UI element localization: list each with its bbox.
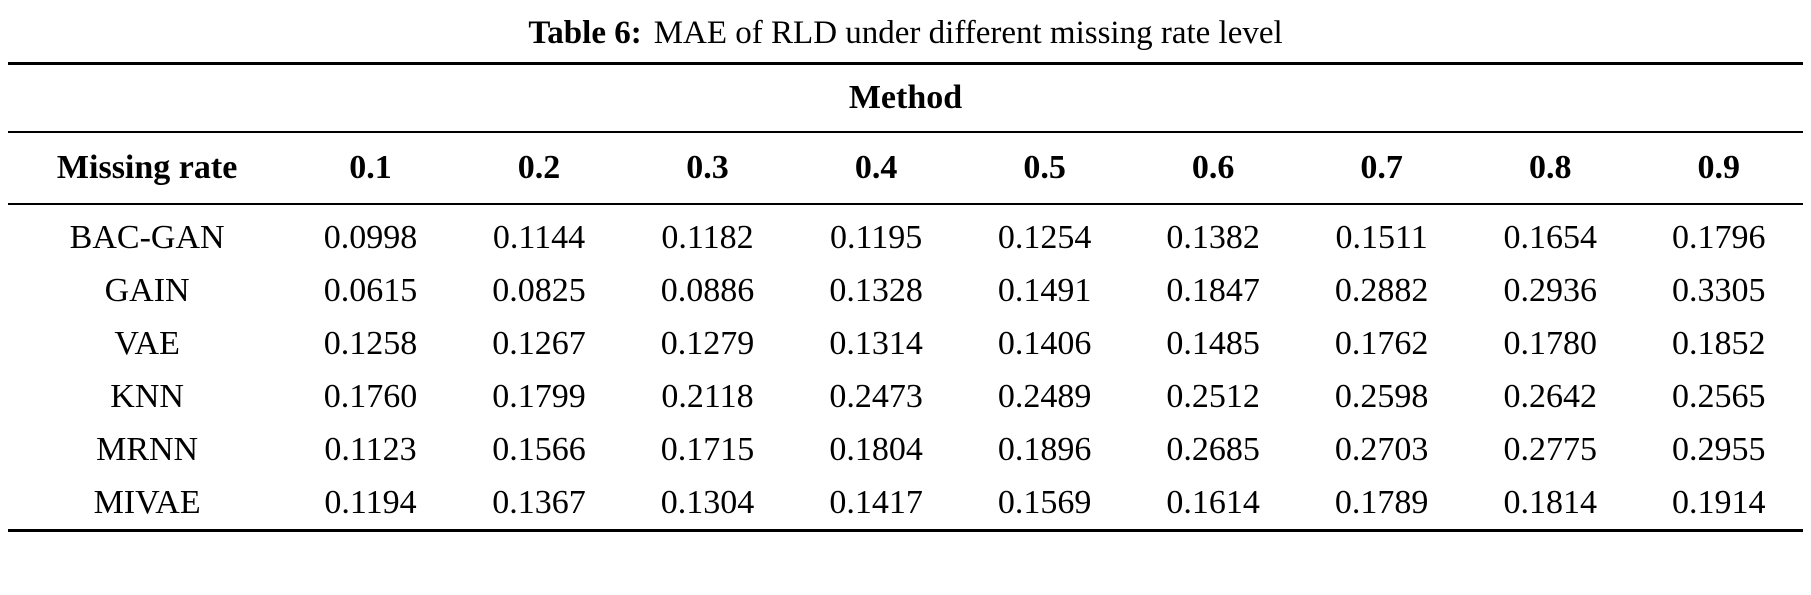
mae-value: 0.2473	[829, 377, 923, 415]
method-name: MIVAE	[93, 483, 201, 521]
rate-header: 0.8	[1465, 132, 1635, 205]
mae-value: 0.1382	[1166, 218, 1260, 256]
rate-header: 0.2	[454, 132, 624, 205]
mae-value: 0.1182	[661, 218, 754, 256]
missing-rate-header: Missing rate	[8, 132, 287, 205]
mae-value: 0.0615	[323, 271, 418, 309]
column-header-row: Missing rate 0.1 0.2 0.3 0.4 0.5 0.6 0.7 0.8 0.9	[8, 132, 1803, 205]
mae-value: 0.2512	[1166, 377, 1260, 415]
mae-value: 0.2955	[1671, 430, 1766, 468]
method-group-header: Method	[8, 63, 1803, 133]
table-caption-label: Table 6:	[528, 14, 642, 51]
mae-value: 0.1314	[829, 324, 923, 362]
mae-value: 0.1796	[1671, 218, 1766, 256]
table-row: KNN 0.1760 0.1799 0.2118 0.2473 0.2489 0.2512 0…	[8, 370, 1803, 423]
mae-value: 0.1789	[1334, 483, 1429, 521]
table-caption: Table 6: MAE of RLD under different miss…	[0, 0, 1811, 62]
rate-header: 0.6	[1128, 132, 1298, 205]
mae-value: 0.1715	[660, 430, 755, 468]
table-row: MIVAE 0.1194 0.1367 0.1304 0.1417 0.1569 0.161…	[8, 476, 1803, 531]
table-caption-text: MAE of RLD under different missing rate …	[653, 14, 1283, 51]
method-name: KNN	[110, 377, 184, 415]
table-row: MRNN 0.1123 0.1566 0.1715 0.1804 0.1896 0.2685…	[8, 423, 1803, 476]
mae-value: 0.1804	[829, 430, 923, 468]
table-row: BAC-GAN 0.0998 0.1144 0.1182 0.1195 0.1254 0.1…	[8, 204, 1803, 264]
method-name: GAIN	[104, 271, 190, 309]
rate-header: 0.4	[791, 132, 961, 205]
mae-value: 0.0825	[492, 271, 586, 309]
mae-value: 0.2489	[997, 377, 1092, 415]
mae-value: 0.1914	[1671, 483, 1766, 521]
mae-value: 0.1406	[997, 324, 1092, 362]
mae-value: 0.2565	[1671, 377, 1766, 415]
mae-value: 0.1417	[829, 483, 923, 521]
mae-value: 0.1569	[997, 483, 1092, 521]
mae-value: 0.3305	[1671, 271, 1766, 309]
mae-value: 0.1614	[1166, 483, 1260, 521]
mae-value: 0.2685	[1166, 430, 1260, 468]
mae-value: 0.2598	[1334, 377, 1429, 415]
mae-value: 0.1367	[492, 483, 586, 521]
mae-value: 0.1762	[1334, 324, 1429, 362]
rate-header: 0.3	[623, 132, 792, 205]
method-name: MRNN	[96, 430, 199, 468]
mae-value: 0.2118	[661, 377, 754, 415]
mae-value: 0.1304	[660, 483, 755, 521]
mae-table: Method Missing rate 0.1 0.2 0.3 0.4 0.5 0.6 0.…	[8, 62, 1803, 532]
mae-value: 0.2936	[1503, 271, 1597, 309]
mae-value: 0.1847	[1166, 271, 1260, 309]
table-head: Method Missing rate 0.1 0.2 0.3 0.4 0.5 0.6 0.…	[8, 63, 1803, 205]
mae-value: 0.1852	[1671, 324, 1766, 362]
rate-header: 0.7	[1297, 132, 1466, 205]
mae-value: 0.1195	[829, 218, 923, 256]
method-group-row: Method	[8, 63, 1803, 133]
mae-value: 0.1566	[492, 430, 586, 468]
rate-header: 0.9	[1634, 132, 1803, 205]
method-name: VAE	[114, 324, 180, 362]
mae-value: 0.1279	[660, 324, 755, 362]
mae-value: 0.1267	[492, 324, 586, 362]
mae-value: 0.1328	[829, 271, 923, 309]
mae-value: 0.1144	[492, 218, 586, 256]
rate-header: 0.5	[960, 132, 1129, 205]
rate-header: 0.1	[286, 132, 455, 205]
mae-value: 0.1896	[997, 430, 1092, 468]
mae-value: 0.1799	[492, 377, 586, 415]
table-row: GAIN 0.0615 0.0825 0.0886 0.1328 0.1491 0.1847…	[8, 264, 1803, 317]
mae-value: 0.1258	[323, 324, 418, 362]
mae-value: 0.1780	[1503, 324, 1597, 362]
mae-value: 0.0886	[660, 271, 755, 309]
mae-value: 0.1511	[1335, 218, 1428, 256]
mae-value: 0.1123	[324, 430, 417, 468]
mae-value: 0.1485	[1166, 324, 1260, 362]
mae-value: 0.1254	[997, 218, 1092, 256]
table-body: BAC-GAN 0.0998 0.1144 0.1182 0.1195 0.1254 0.1…	[8, 204, 1803, 531]
mae-value: 0.2703	[1334, 430, 1429, 468]
mae-value: 0.1814	[1503, 483, 1597, 521]
mae-value: 0.1194	[324, 483, 417, 521]
mae-value: 0.0998	[323, 218, 418, 256]
mae-value: 0.1654	[1503, 218, 1597, 256]
mae-value: 0.2882	[1334, 271, 1429, 309]
method-name: BAC-GAN	[69, 218, 225, 256]
mae-value: 0.1491	[997, 271, 1092, 309]
table-row: VAE 0.1258 0.1267 0.1279 0.1314 0.1406 0.1485 0…	[8, 317, 1803, 370]
mae-value: 0.1760	[323, 377, 418, 415]
mae-value: 0.2642	[1503, 377, 1597, 415]
mae-value: 0.2775	[1503, 430, 1597, 468]
